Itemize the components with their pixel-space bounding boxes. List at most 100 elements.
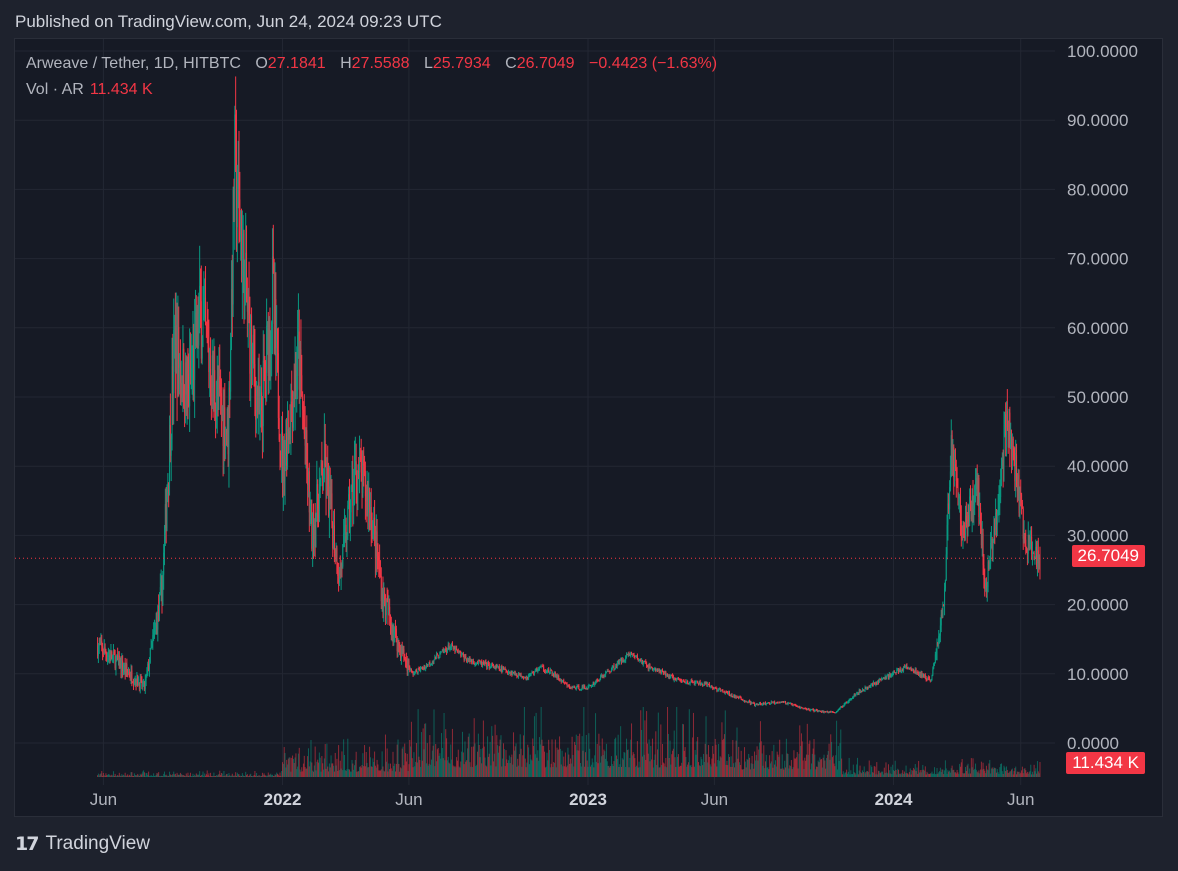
volume-bar: [835, 755, 837, 777]
volume-bar: [609, 767, 611, 777]
volume-bar: [713, 763, 715, 777]
volume-bar: [972, 758, 974, 777]
volume-bar: [626, 750, 628, 777]
candle-body: [1035, 546, 1037, 559]
candle-body: [445, 649, 447, 651]
candle-body: [998, 501, 1000, 509]
price-chart[interactable]: 100.000090.000080.000070.000060.000050.0…: [15, 39, 1164, 818]
volume-bar: [216, 775, 218, 777]
volume-bar: [543, 751, 545, 777]
volume-bar: [375, 767, 377, 777]
candle-body: [689, 681, 691, 684]
candle-body: [566, 683, 568, 687]
x-tick-label: Jun: [395, 790, 422, 809]
volume-bar: [964, 773, 966, 777]
candle-body: [776, 702, 778, 704]
candle-body: [625, 655, 627, 661]
volume-bar: [871, 766, 873, 777]
candle-body: [690, 680, 692, 682]
candle-body: [529, 674, 531, 676]
volume-bar: [159, 776, 161, 777]
candle-body: [318, 508, 320, 522]
volume-bar: [397, 739, 399, 777]
volume-bar: [954, 772, 956, 777]
volume-bar: [642, 707, 644, 777]
candle-body: [345, 524, 347, 542]
volume-bar: [414, 766, 416, 777]
candle-body: [644, 660, 646, 662]
volume-bar: [176, 772, 178, 777]
footer-brand[interactable]: 17 TradingView: [15, 833, 150, 855]
candle-body: [703, 682, 705, 686]
candle-body: [451, 644, 453, 647]
volume-bar: [400, 768, 402, 777]
volume-bar: [759, 721, 761, 777]
volume-bar: [179, 774, 181, 777]
volume-bar: [821, 767, 823, 777]
volume-bar: [1021, 766, 1023, 777]
candle-body: [615, 666, 617, 669]
candle-body: [237, 169, 239, 209]
candle-body: [465, 656, 467, 659]
candle-body: [223, 407, 225, 446]
candle-body: [186, 373, 188, 395]
candle-body: [744, 700, 746, 702]
candle-body: [247, 302, 249, 312]
volume-bar: [826, 754, 828, 777]
candle-body: [589, 685, 591, 687]
candle-body: [319, 477, 321, 490]
candle-body: [239, 199, 241, 242]
candle-body: [510, 671, 512, 674]
candle-body: [792, 704, 794, 706]
candle-body: [944, 580, 946, 589]
volume-bar: [368, 766, 370, 777]
volume-bar: [316, 761, 318, 777]
volume-bar: [374, 751, 376, 777]
volume-bar: [364, 766, 366, 777]
volume-bar: [359, 766, 361, 777]
candle-body: [683, 680, 685, 682]
volume-legend[interactable]: Vol · AR 11.434 K: [26, 81, 153, 99]
candle-body: [807, 708, 809, 710]
volume-bar: [677, 754, 679, 777]
volume-bar: [224, 775, 226, 777]
volume-bar: [500, 735, 502, 777]
volume-bar: [363, 766, 365, 777]
candle-body: [480, 661, 482, 664]
candle-body: [141, 679, 143, 687]
candle-body: [212, 355, 214, 388]
volume-bar: [726, 760, 728, 777]
volume-bar: [965, 770, 967, 777]
volume-bar: [462, 752, 464, 777]
chart-panel[interactable]: 100.0000 90.0000 80.0000 70.0000 60.0000 50.0…: [14, 38, 1163, 817]
candle-body: [289, 431, 291, 440]
candle-body: [917, 671, 919, 674]
symbol-legend[interactable]: Arweave / Tether, 1D, HITBTC O27.1841 H2…: [26, 55, 717, 73]
volume-bar: [792, 767, 794, 777]
candle-body: [297, 331, 299, 336]
candle-body: [962, 524, 964, 538]
candle-body: [231, 289, 233, 305]
candle-body: [485, 662, 487, 664]
candle-body: [238, 169, 240, 200]
candle-body: [992, 539, 994, 550]
candle-body: [415, 669, 417, 672]
volume-bar: [126, 775, 128, 777]
volume-bar: [1026, 771, 1028, 777]
candle-body: [252, 334, 254, 346]
volume-bar: [137, 773, 139, 777]
candle-body: [818, 710, 820, 712]
volume-bar: [155, 774, 157, 777]
volume-bar: [588, 733, 590, 777]
volume-bar: [934, 774, 936, 777]
candle-body: [523, 677, 525, 679]
volume-bar: [302, 771, 304, 777]
candle-body: [903, 666, 905, 668]
volume-bar: [1000, 763, 1002, 777]
candle-body: [764, 702, 766, 705]
candle-body: [591, 685, 593, 687]
candle-body: [511, 671, 513, 675]
candle-body: [846, 702, 848, 704]
candle-body: [798, 706, 800, 708]
volume-bar: [328, 771, 330, 777]
